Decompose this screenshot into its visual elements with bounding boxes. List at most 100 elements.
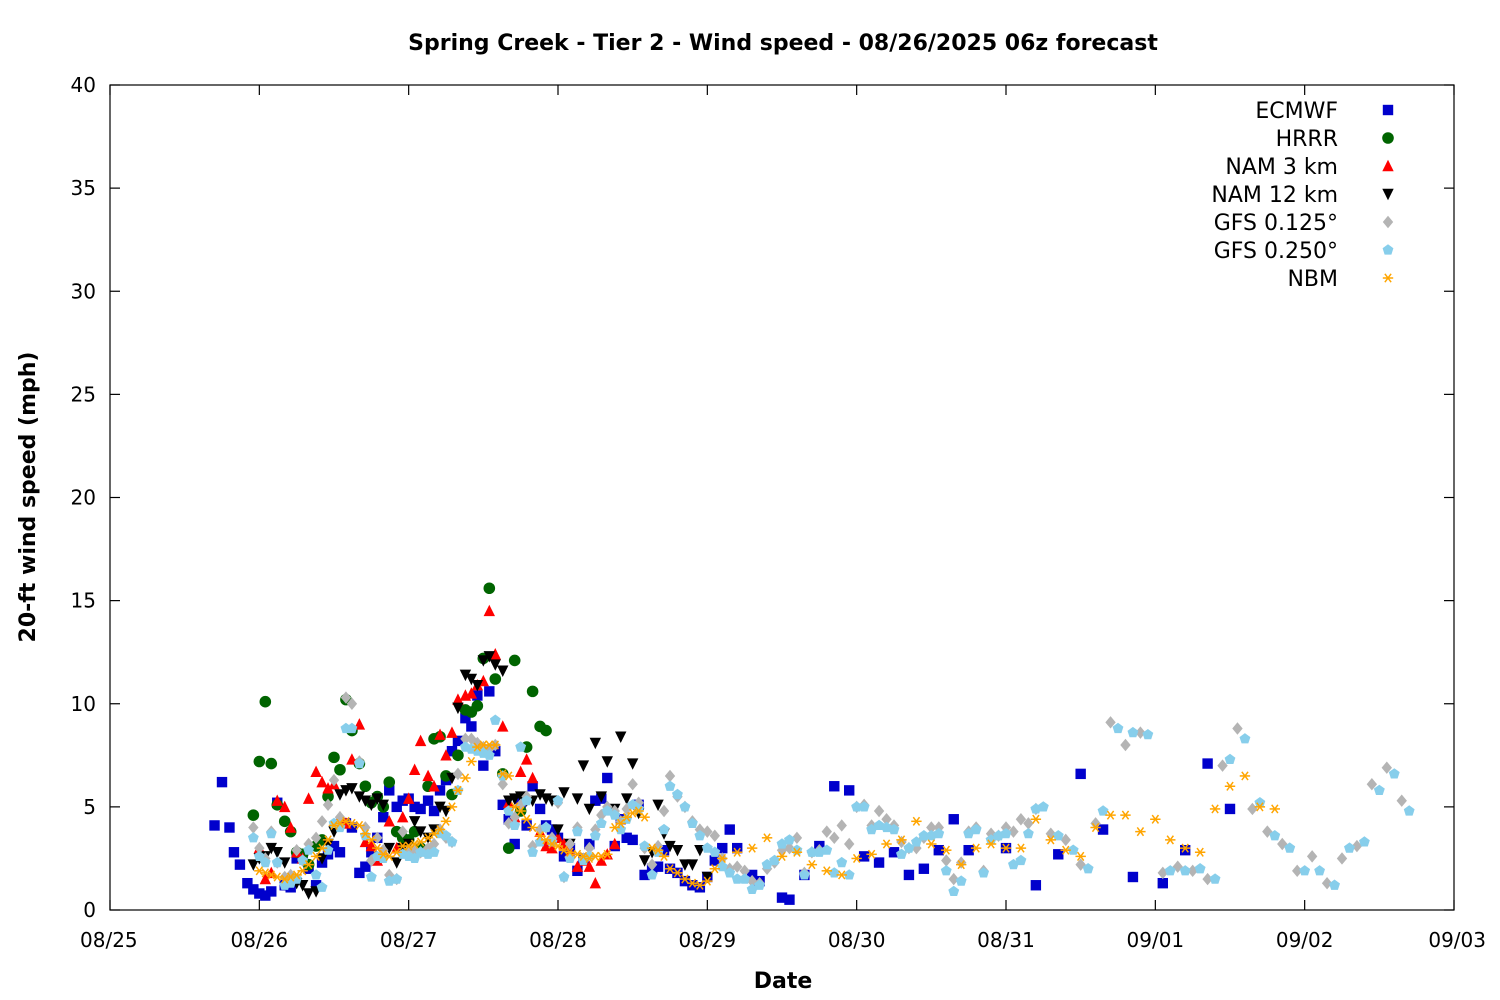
data-point-gfs-0-250 [440,830,452,841]
data-point-ecmwf [509,838,520,850]
data-point-nbm [615,818,626,828]
data-point-hrrr [278,815,291,828]
data-point-nam-3-km [316,775,328,788]
legend-label-hrrr: HRRR [1276,127,1338,152]
data-point-ecmwf [446,745,458,757]
data-point-nbm [346,818,358,828]
data-point-nam-12-km [577,760,590,772]
data-point-gfs-0-250 [672,788,683,800]
data-point-nbm [926,839,937,849]
data-point-gfs-0-250 [1127,726,1139,738]
data-point-ecmwf [829,781,840,792]
data-point-gfs-0-250 [806,846,818,857]
data-point-nbm [354,820,365,831]
data-point-gfs-0-250 [1067,844,1079,855]
data-point-ecmwf [694,882,706,893]
data-series [209,582,1415,905]
data-point-nbm [896,835,907,845]
data-point-gfs-0-250 [985,834,997,845]
data-point-ecmwf [428,805,440,817]
data-point-nbm [1090,822,1101,833]
data-point-gfs-0-250 [334,821,346,833]
data-point-gfs-0-125 [564,837,576,851]
data-point-gfs-0-250 [265,828,277,839]
data-point-nbm [303,860,314,870]
data-point-nbm [709,864,720,874]
data-point-hrrr [383,776,396,788]
legend-marker-nam-3-km [1382,159,1394,172]
data-point-gfs-0-250 [483,749,495,760]
data-point-gfs-0-125 [1090,817,1101,830]
data-point-nbm [415,837,426,847]
data-point-hrrr [328,751,340,764]
data-point-gfs-0-125 [460,732,471,746]
data-point-gfs-0-125 [933,821,944,834]
data-point-gfs-0-250 [365,871,377,882]
data-point-gfs-0-125 [291,843,302,857]
data-point-gfs-0-125 [1008,825,1019,838]
legend-label-nbm: NBM [1287,267,1338,292]
data-point-nbm [633,806,644,816]
data-point-nam-12-km [391,857,403,869]
data-point-ecmwf [1202,758,1213,769]
data-point-ecmwf [328,840,340,852]
data-point-hrrr [259,695,272,708]
data-point-gfs-0-125 [1232,722,1243,735]
data-point-nbm [970,843,982,853]
data-point-nbm [1105,810,1116,820]
y-tick-label: 0 [83,898,96,922]
data-point-nam-12-km [322,838,334,851]
data-point-nbm [440,816,452,826]
data-point-ecmwf [334,847,346,858]
data-point-ecmwf [658,844,670,856]
series-nbm [254,740,1280,890]
y-axis-label: 20-ft wind speed (mph) [16,352,41,643]
data-point-gfs-0-125 [1023,817,1034,830]
data-point-gfs-0-250 [828,867,840,878]
legend-label-ecmwf: ECMWF [1255,99,1338,124]
data-point-nbm [372,843,383,853]
data-point-nam-3-km [310,765,322,778]
y-tick-label: 35 [71,176,96,200]
data-point-gfs-0-125 [397,825,408,838]
data-point-ecmwf [558,851,570,862]
data-point-nam-3-km [284,821,297,833]
data-point-gfs-0-250 [1000,828,1012,839]
data-point-nbm [1135,827,1146,837]
data-point-nam-3-km [452,693,464,705]
data-point-gfs-0-250 [784,834,795,845]
data-point-nbm [806,860,818,870]
data-point-nam-12-km [377,799,389,812]
data-point-ecmwf [291,853,302,864]
data-point-gfs-0-250 [761,858,773,870]
data-point-gfs-0-125 [527,839,538,853]
data-point-gfs-0-250 [646,869,658,880]
data-point-nam-12-km [271,847,283,859]
data-point-nam-12-km [359,795,372,807]
data-point-ecmwf [209,820,220,831]
data-point-nam-3-km [322,782,334,794]
data-point-nbm [1150,814,1161,824]
data-point-gfs-0-125 [1105,716,1116,729]
data-point-gfs-0-250 [521,795,533,806]
legend-marker-ecmwf [1382,104,1394,116]
data-point-ecmwf [484,686,495,697]
data-point-nbm [434,824,446,835]
data-point-gfs-0-250 [746,883,758,894]
data-point-gfs-0-250 [776,838,788,849]
data-point-nam-3-km [359,835,372,848]
data-point-gfs-0-250 [297,854,309,866]
data-point-nam-12-km [652,799,664,812]
data-point-nam-3-km [514,765,527,778]
data-point-ecmwf [366,847,377,858]
data-point-gfs-0-250 [1239,733,1251,744]
data-point-gfs-0-250 [754,879,765,890]
chart-title: Spring Creek - Tier 2 - Wind speed - 08/… [408,31,1158,56]
data-point-nbm [564,847,576,857]
data-point-ecmwf [621,832,632,844]
data-point-ecmwf [434,785,446,796]
data-point-ecmwf [472,690,483,701]
data-point-gfs-0-250 [888,823,900,835]
data-point-nam-12-km [552,824,564,836]
